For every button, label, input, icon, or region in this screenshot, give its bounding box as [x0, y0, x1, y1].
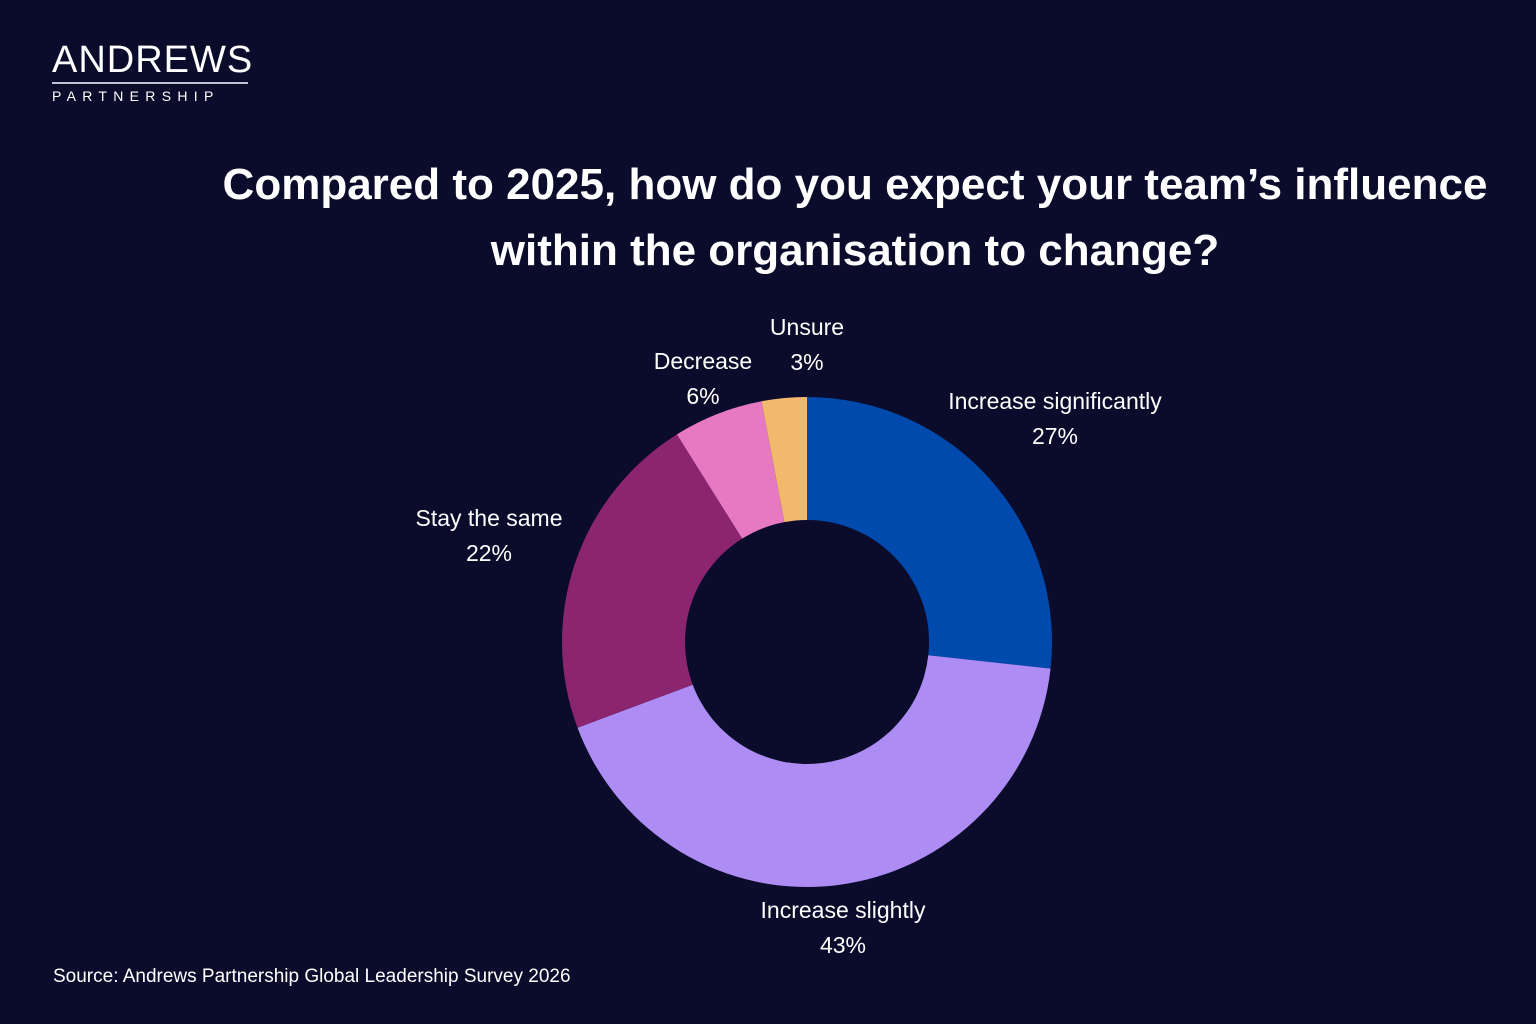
- slice-label: Increase slightly 43%: [761, 893, 926, 963]
- slice-label-name: Increase slightly: [760, 897, 926, 923]
- source-note: Source: Andrews Partnership Global Leade…: [53, 966, 571, 987]
- slice-label-name: Unsure: [769, 314, 845, 340]
- slice-label-value: 22%: [465, 540, 513, 566]
- slice-unsure: [761, 397, 807, 523]
- slice-label-name: Stay the same: [415, 505, 563, 531]
- logo-main-text: ANDREWS: [52, 39, 254, 81]
- slice-label-value: 27%: [1031, 423, 1079, 449]
- slice-label: Stay the same 22%: [415, 501, 562, 571]
- slice-label: Decrease 6%: [654, 344, 752, 414]
- logo: ANDREWS PARTNERSHIP: [52, 40, 252, 104]
- slice-decrease: [676, 401, 785, 539]
- slice-increase-slightly: [577, 655, 1051, 887]
- slice-label: Unsure 3%: [770, 310, 844, 380]
- slice-label-name: Decrease: [653, 348, 753, 374]
- slice-increase-significantly: [807, 397, 1052, 669]
- slice-label-value: 3%: [790, 349, 824, 375]
- slice-label-name: Increase significantly: [948, 388, 1162, 414]
- logo-divider: [52, 82, 248, 84]
- slice-label-value: 6%: [686, 383, 720, 409]
- chart-title: Compared to 2025, how do you expect your…: [222, 160, 1488, 275]
- slice-label: Increase significantly 27%: [948, 384, 1162, 454]
- slice-stay-the-same: [561, 434, 743, 728]
- slice-label-value: 43%: [819, 932, 867, 958]
- logo-sub-text: PARTNERSHIP: [52, 88, 220, 104]
